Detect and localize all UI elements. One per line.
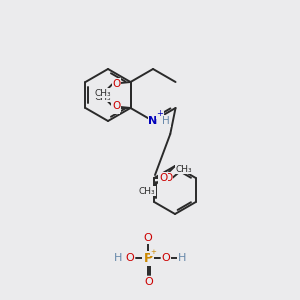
Text: P: P xyxy=(143,251,153,265)
Text: H: H xyxy=(178,253,186,263)
Text: +: + xyxy=(157,110,164,118)
Text: CH₃: CH₃ xyxy=(139,187,155,196)
Text: O: O xyxy=(162,253,170,263)
Text: O: O xyxy=(164,173,172,183)
Text: methoxy: methoxy xyxy=(98,99,104,101)
Text: CH₃: CH₃ xyxy=(176,164,193,173)
Text: O: O xyxy=(145,277,153,287)
Text: H: H xyxy=(162,116,170,126)
Text: O: O xyxy=(112,101,121,111)
Text: O: O xyxy=(144,233,152,243)
Text: +: + xyxy=(150,249,156,255)
Text: O: O xyxy=(111,103,119,113)
Text: O: O xyxy=(126,253,134,263)
Text: O: O xyxy=(112,79,121,89)
Text: N: N xyxy=(148,116,158,126)
Text: CH₃: CH₃ xyxy=(94,92,111,101)
Text: CH₃: CH₃ xyxy=(94,88,111,98)
Text: H: H xyxy=(114,253,122,263)
Text: O: O xyxy=(159,173,167,183)
Text: methyl: methyl xyxy=(100,99,105,101)
